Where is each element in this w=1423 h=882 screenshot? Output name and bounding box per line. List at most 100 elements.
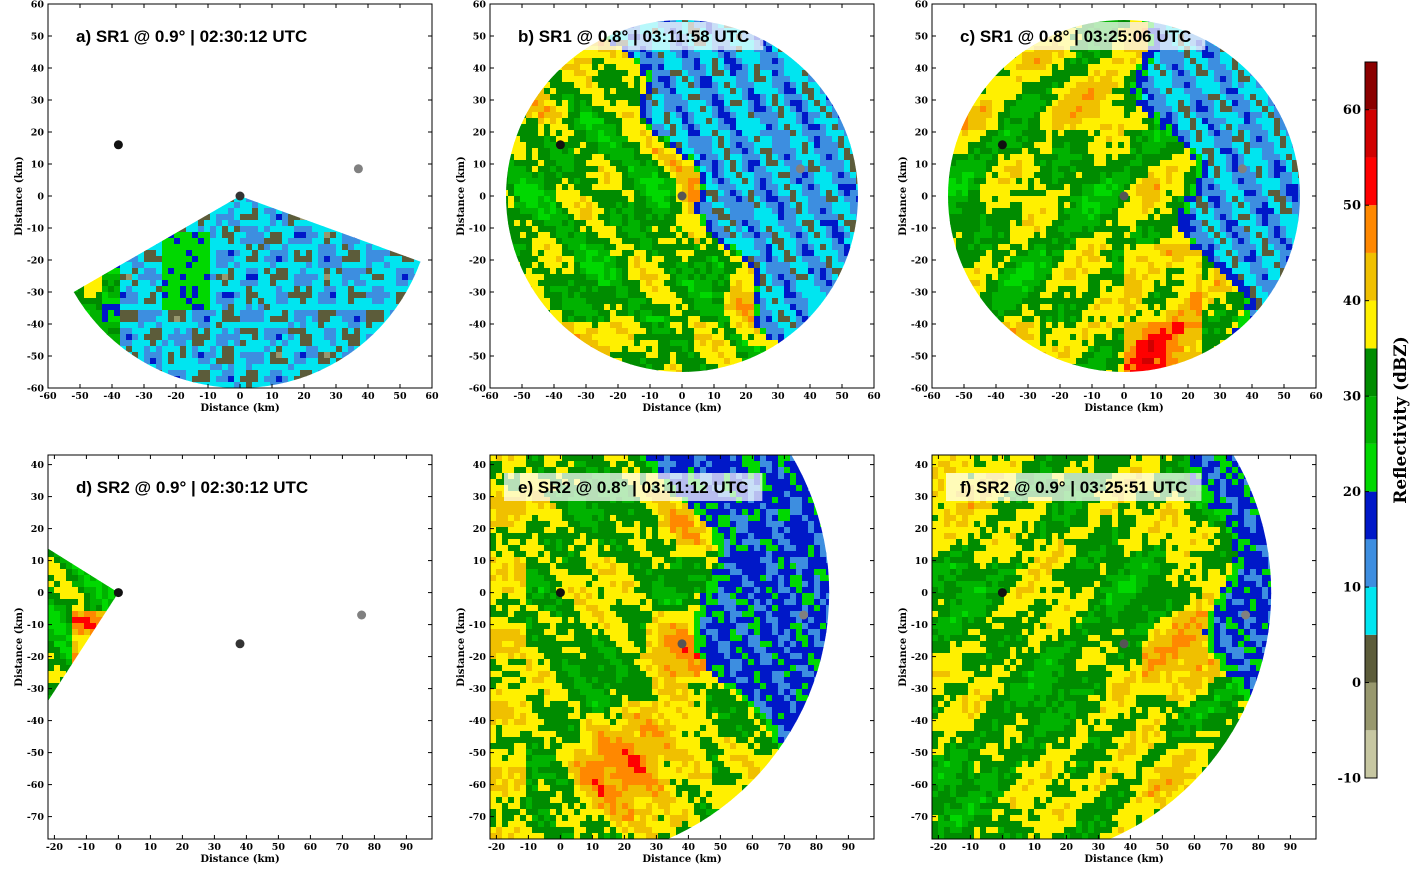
reflectivity-cell	[676, 112, 683, 119]
reflectivity-cell	[664, 100, 671, 107]
reflectivity-cell	[96, 208, 103, 215]
reflectivity-cell	[760, 136, 767, 143]
reflectivity-cell	[132, 160, 139, 167]
reflectivity-cell	[102, 136, 109, 143]
reflectivity-cell	[258, 262, 265, 269]
reflectivity-cell	[168, 352, 175, 359]
reflectivity-cell	[772, 40, 779, 47]
reflectivity-cell	[372, 178, 379, 185]
reflectivity-cell	[294, 64, 301, 71]
reflectivity-cell	[402, 292, 409, 299]
reflectivity-cell	[144, 52, 151, 59]
reflectivity-cell	[532, 196, 539, 203]
reflectivity-cell	[180, 322, 187, 329]
reflectivity-cell	[592, 172, 599, 179]
reflectivity-cell	[90, 106, 97, 113]
reflectivity-cell	[252, 286, 259, 293]
reflectivity-cell	[336, 280, 343, 287]
reflectivity-cell	[306, 70, 313, 77]
reflectivity-cell	[718, 130, 725, 137]
reflectivity-cell	[766, 154, 773, 161]
reflectivity-cell	[664, 184, 671, 191]
reflectivity-cell	[246, 304, 253, 311]
reflectivity-cell	[300, 232, 307, 239]
reflectivity-cell	[288, 232, 295, 239]
reflectivity-cell	[204, 226, 211, 233]
reflectivity-cell	[396, 262, 403, 269]
reflectivity-cell	[144, 94, 151, 101]
reflectivity-cell	[372, 280, 379, 287]
reflectivity-cell	[844, 118, 851, 125]
reflectivity-cell	[186, 232, 193, 239]
reflectivity-cell	[390, 82, 397, 89]
reflectivity-cell	[234, 64, 241, 71]
reflectivity-cell	[342, 274, 349, 281]
reflectivity-cell	[592, 148, 599, 155]
reflectivity-cell	[802, 184, 809, 191]
reflectivity-cell	[664, 52, 671, 59]
reflectivity-cell	[192, 268, 199, 275]
reflectivity-cell	[192, 322, 199, 329]
reflectivity-cell	[610, 166, 617, 173]
reflectivity-cell	[580, 160, 587, 167]
reflectivity-cell	[670, 58, 677, 65]
reflectivity-cell	[354, 118, 361, 125]
reflectivity-cell	[138, 220, 145, 227]
reflectivity-cell	[532, 142, 539, 149]
reflectivity-cell	[108, 328, 115, 335]
reflectivity-cell	[384, 292, 391, 299]
reflectivity-cell	[538, 142, 545, 149]
reflectivity-cell	[324, 262, 331, 269]
reflectivity-cell	[150, 214, 157, 221]
reflectivity-cell	[258, 178, 265, 185]
reflectivity-cell	[156, 316, 163, 323]
reflectivity-cell	[652, 190, 659, 197]
reflectivity-cell	[390, 232, 397, 239]
reflectivity-cell	[712, 88, 719, 95]
reflectivity-cell	[150, 358, 157, 365]
reflectivity-cell	[348, 94, 355, 101]
reflectivity-cell	[628, 124, 635, 131]
reflectivity-cell	[366, 112, 373, 119]
reflectivity-cell	[832, 190, 839, 197]
reflectivity-cell	[210, 196, 217, 197]
reflectivity-cell	[288, 160, 295, 167]
reflectivity-cell	[856, 172, 858, 179]
reflectivity-cell	[294, 88, 301, 95]
reflectivity-cell	[108, 52, 115, 59]
reflectivity-cell	[514, 124, 521, 131]
reflectivity-cell	[694, 172, 701, 179]
reflectivity-cell	[144, 142, 151, 149]
reflectivity-cell	[234, 124, 241, 131]
reflectivity-cell	[526, 172, 533, 179]
reflectivity-cell	[156, 94, 163, 101]
reflectivity-cell	[84, 76, 91, 83]
reflectivity-cell	[300, 220, 307, 227]
reflectivity-cell	[652, 112, 659, 119]
reflectivity-cell	[192, 52, 199, 59]
reflectivity-cell	[646, 88, 653, 95]
reflectivity-cell	[610, 124, 617, 131]
reflectivity-cell	[96, 130, 103, 137]
reflectivity-cell	[580, 154, 587, 161]
reflectivity-cell	[60, 142, 67, 149]
reflectivity-cell	[258, 172, 265, 179]
reflectivity-cell	[784, 118, 791, 125]
reflectivity-cell	[228, 316, 235, 323]
reflectivity-cell	[60, 238, 67, 245]
reflectivity-cell	[228, 280, 235, 287]
reflectivity-cell	[318, 352, 325, 359]
reflectivity-cell	[156, 16, 163, 23]
reflectivity-cell	[252, 142, 259, 149]
reflectivity-cell	[384, 130, 391, 137]
reflectivity-cell	[574, 142, 581, 149]
reflectivity-cell	[84, 292, 91, 299]
reflectivity-cell	[366, 292, 373, 299]
reflectivity-cell	[706, 70, 713, 77]
reflectivity-cell	[312, 178, 319, 185]
reflectivity-cell	[294, 184, 301, 191]
reflectivity-cell	[348, 70, 355, 77]
reflectivity-cell	[78, 136, 85, 143]
reflectivity-cell	[252, 76, 259, 83]
reflectivity-cell	[604, 166, 611, 173]
